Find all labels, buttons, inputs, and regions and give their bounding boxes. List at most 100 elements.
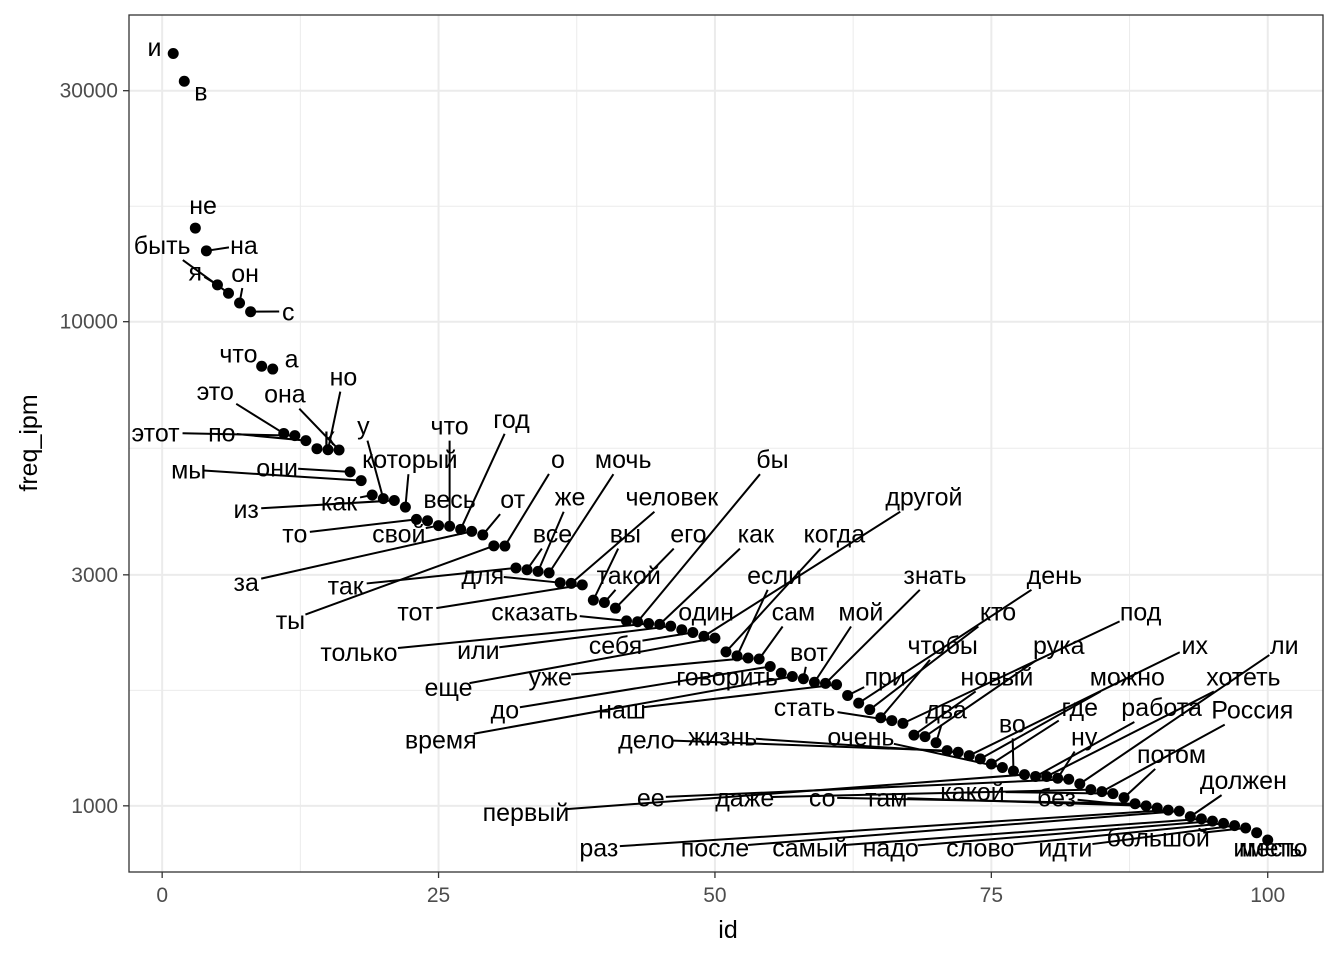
data-point [975, 753, 986, 764]
word-label: весь [423, 486, 475, 514]
word-label: тот [397, 598, 434, 626]
word-label: должен [1200, 767, 1287, 795]
word-label: идти [1038, 835, 1092, 863]
data-point [732, 650, 743, 661]
y-tick-label: 10000 [60, 311, 118, 334]
word-label: до [491, 697, 520, 725]
data-point [1008, 766, 1019, 777]
word-label: как [738, 521, 775, 549]
data-point [345, 466, 356, 477]
word-label: хотеть [1206, 663, 1280, 691]
word-label: их [1182, 632, 1209, 660]
data-point [334, 445, 345, 456]
word-label: очень [827, 724, 894, 752]
word-label: все [533, 521, 572, 549]
data-point [1107, 788, 1118, 799]
word-label: же [555, 484, 586, 512]
word-label: мочь [595, 446, 652, 474]
data-point [743, 652, 754, 663]
data-point [1063, 774, 1074, 785]
word-label: ну [1071, 724, 1098, 752]
data-point [488, 540, 499, 551]
x-tick-label: 50 [703, 884, 726, 907]
data-point [179, 76, 190, 87]
data-point [389, 495, 400, 506]
word-label: кто [980, 598, 1016, 626]
word-label: говорить [676, 663, 778, 691]
y-tick-label: 1000 [71, 795, 118, 818]
word-label: раз [579, 835, 618, 863]
word-label: за [234, 569, 259, 597]
word-label: какой [940, 779, 1004, 807]
data-point [964, 750, 975, 761]
x-tick-label: 75 [980, 884, 1003, 907]
word-label: то [282, 521, 307, 549]
data-point [787, 671, 798, 682]
data-point [433, 520, 444, 531]
word-label: мой [838, 598, 883, 626]
word-label: два [925, 697, 967, 725]
data-point [621, 615, 632, 626]
word-label: он [231, 260, 259, 288]
data-point [577, 579, 588, 590]
data-point [1052, 773, 1063, 784]
word-label: год [493, 406, 530, 434]
word-label: только [320, 639, 397, 667]
word-label: чтобы [907, 632, 977, 660]
word-label: даже [715, 785, 774, 813]
data-point [798, 673, 809, 684]
data-point [356, 475, 367, 486]
data-point [1218, 818, 1229, 829]
data-point [986, 759, 997, 770]
data-point [190, 223, 201, 234]
data-point [566, 578, 577, 589]
word-label: человек [625, 484, 719, 512]
data-point [1119, 792, 1130, 803]
data-point [831, 679, 842, 690]
word-label: при [864, 663, 905, 691]
word-label: дело [618, 727, 674, 755]
data-point [245, 306, 256, 317]
data-point [378, 493, 389, 504]
word-label: или [457, 637, 500, 665]
data-point [842, 690, 853, 701]
data-point [289, 430, 300, 441]
word-label: наш [598, 697, 646, 725]
word-label: надо [863, 835, 919, 863]
data-point [809, 677, 820, 688]
word-label: у [357, 413, 370, 441]
data-point [908, 730, 919, 741]
data-point [400, 502, 411, 513]
word-label: на [230, 232, 258, 260]
data-point [875, 712, 886, 723]
word-label: если [747, 562, 802, 590]
word-label: время [405, 727, 477, 755]
data-point [721, 646, 732, 657]
data-point [1152, 802, 1163, 813]
y-tick-label: 30000 [60, 80, 118, 103]
word-label: это [197, 378, 234, 406]
word-label: иметь [1233, 835, 1302, 863]
data-point [820, 678, 831, 689]
word-label: Россия [1211, 697, 1293, 725]
data-point [533, 566, 544, 577]
data-point [897, 718, 908, 729]
data-point [1041, 771, 1052, 782]
word-label: рука [1033, 632, 1085, 660]
data-point [632, 616, 643, 627]
data-point [997, 762, 1008, 773]
word-label: и [147, 34, 161, 62]
x-tick-label: 0 [156, 884, 168, 907]
x-axis-title: id [718, 916, 737, 944]
data-point [942, 745, 953, 756]
word-label: мы [171, 457, 206, 485]
data-point [267, 364, 278, 375]
word-label: можно [1090, 663, 1165, 691]
word-label: о [551, 446, 565, 474]
word-label: вы [610, 521, 641, 549]
data-point [654, 619, 665, 630]
word-label: самый [772, 835, 848, 863]
data-point [522, 564, 533, 575]
word-label: из [233, 496, 258, 524]
word-label: без [1037, 785, 1076, 813]
